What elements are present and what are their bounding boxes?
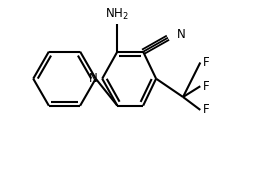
Text: F: F (202, 103, 209, 116)
Text: N: N (89, 72, 98, 85)
Text: F: F (202, 56, 209, 69)
Text: F: F (202, 80, 209, 93)
Text: NH$_2$: NH$_2$ (105, 6, 129, 22)
Text: N: N (177, 28, 185, 41)
